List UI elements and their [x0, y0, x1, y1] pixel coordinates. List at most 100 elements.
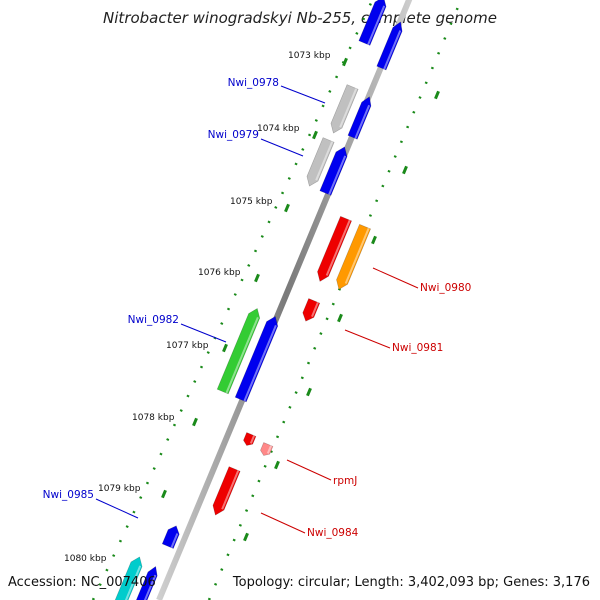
- gene-highlight: [354, 104, 371, 139]
- label-leader-line: [260, 138, 304, 157]
- inner-ruler-dot: [139, 496, 143, 499]
- inner-ruler-dot: [220, 322, 224, 325]
- gene-arrow-blue: [376, 21, 403, 71]
- gene-label-nwi_0980: Nwi_0980: [420, 282, 471, 294]
- inner-ruler-dot: [159, 452, 163, 456]
- kbp-label: 1074 kbp: [257, 124, 300, 134]
- inner-ruler-dot: [206, 351, 210, 354]
- inner-ruler-dot: [193, 380, 197, 383]
- outer-ruler-dot: [443, 37, 447, 40]
- label-leader-layer: [95, 85, 419, 534]
- gene-arrow-blue: [358, 0, 387, 46]
- outer-ruler-dot: [368, 214, 372, 217]
- inner-ruler-dot: [199, 365, 204, 369]
- outer-ruler-dot: [238, 523, 242, 527]
- kbp-tick: [312, 130, 318, 140]
- inner-ruler-dot: [355, 31, 359, 35]
- gene-label-nwi_0982: Nwi_0982: [128, 314, 179, 326]
- gene-arrow-red: [302, 298, 321, 322]
- inner-ruler-dot: [132, 510, 136, 514]
- ruler-tick: [402, 165, 408, 175]
- kbp-label: 1076 kbp: [198, 268, 241, 278]
- gene-highlight: [243, 325, 277, 402]
- inner-ruler-dot: [335, 75, 339, 79]
- gene-highlight: [311, 301, 319, 317]
- inner-ruler-dot: [166, 438, 170, 441]
- gene-arrow-cyan: [114, 556, 143, 600]
- kbp-label: 1077 kbp: [166, 341, 209, 351]
- kbp-label: 1075 kbp: [230, 197, 273, 207]
- inner-ruler-dot: [328, 90, 332, 93]
- gene-arrow-grey: [306, 137, 335, 187]
- genome-backbone: [156, 0, 413, 600]
- outer-ruler-dot: [288, 405, 292, 409]
- label-leader-line: [344, 329, 391, 349]
- kbp-label-layer: 1073 kbp 1074 kbp 1075 kbp 1076 kbp 1077 kbp…: [64, 51, 331, 564]
- gene-label-nwi_0984: Nwi_0984: [307, 527, 359, 539]
- gene-arrow-blue: [319, 146, 348, 196]
- inner-ruler-dot: [233, 293, 237, 296]
- outer-ruler-dot: [381, 184, 385, 188]
- outer-ruler-dot: [306, 361, 311, 365]
- gene-label-nwi_0978: Nwi_0978: [228, 77, 279, 89]
- inner-ruler-dot: [301, 148, 305, 151]
- outer-ruler-dot: [269, 450, 273, 453]
- gene-arrow-blue: [347, 96, 372, 140]
- backbone-line: [156, 0, 413, 600]
- gene-arrow-red: [243, 432, 257, 446]
- label-leader-line: [180, 323, 227, 343]
- gene-highlight: [225, 317, 259, 394]
- gene-arrow-red: [317, 215, 352, 282]
- outer-ruler-dot: [325, 317, 329, 321]
- kbp-label: 1079 kbp: [98, 484, 141, 494]
- ruler-tick: [274, 460, 280, 470]
- inner-ruler-dot: [321, 104, 325, 108]
- outer-ruler-dot: [430, 66, 434, 70]
- gene-label-layer: Nwi_0978 Nwi_0979 Nwi_0980 Nwi_0981 Nwi_0982…: [43, 77, 472, 539]
- label-leader-line: [95, 498, 139, 519]
- gene-label-rpmj: rpmJ: [333, 475, 357, 487]
- inner-ruler-dot: [274, 206, 278, 209]
- inner-ruler-dot: [287, 177, 291, 180]
- outer-ruler-dot: [257, 479, 261, 483]
- outer-ruler-dot: [412, 110, 416, 114]
- gene-highlight: [383, 30, 402, 70]
- ruler-tick: [306, 387, 312, 397]
- inner-ruler-dot: [362, 17, 366, 21]
- gene-highlight: [249, 435, 255, 444]
- inner-ruler-dot: [186, 394, 190, 398]
- outer-ruler-dot: [282, 420, 286, 424]
- outer-ruler-dot: [245, 509, 249, 512]
- gene-highlight: [124, 565, 142, 600]
- gene-label-nwi_0979: Nwi_0979: [208, 129, 259, 141]
- ruler-tick: [337, 313, 343, 323]
- inner-ruler-dot: [179, 409, 183, 412]
- ruler-tick: [243, 532, 249, 542]
- accession-text: Accession: NC_007406: [8, 575, 156, 590]
- outer-ruler-dot: [220, 568, 224, 571]
- kbp-tick: [342, 57, 348, 67]
- gene-highlight: [315, 141, 334, 181]
- outer-ruler-dot: [300, 376, 304, 380]
- gene-highlight: [367, 5, 386, 45]
- gene-label-nwi_0985: Nwi_0985: [43, 489, 94, 501]
- kbp-tick: [222, 343, 228, 353]
- inner-ruler-dot: [125, 525, 129, 529]
- gene-highlight: [328, 155, 347, 195]
- ruler-tick: [371, 235, 377, 245]
- gene-highlight: [266, 445, 272, 454]
- outer-ruler-dot: [313, 346, 317, 350]
- inner-ruler-dot: [152, 467, 156, 470]
- label-leader-line: [260, 512, 306, 534]
- gene-arrow-blue: [161, 525, 180, 549]
- inner-ruler-dot: [314, 119, 318, 122]
- gene-highlight: [344, 227, 370, 284]
- outer-ruler-dot: [449, 22, 453, 26]
- inner-ruler-dot: [253, 249, 258, 253]
- outer-ruler-dot: [251, 494, 255, 498]
- gene-arrow-blue: [234, 316, 279, 403]
- inner-ruler-dot: [240, 278, 244, 282]
- ruler-tick: [434, 90, 440, 100]
